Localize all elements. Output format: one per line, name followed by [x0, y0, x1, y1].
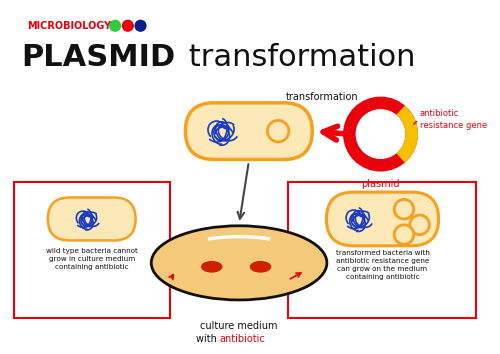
Text: with: with: [196, 334, 220, 344]
Ellipse shape: [162, 256, 316, 297]
Ellipse shape: [151, 226, 327, 300]
Circle shape: [268, 120, 289, 142]
Text: PLASMID: PLASMID: [22, 44, 176, 73]
FancyBboxPatch shape: [326, 192, 438, 246]
Circle shape: [410, 215, 430, 235]
FancyBboxPatch shape: [14, 182, 170, 319]
Text: plasmid: plasmid: [362, 179, 400, 189]
Text: transformed bacteria with
antibiotic resistance gene
can grow on the medium
cont: transformed bacteria with antibiotic res…: [336, 250, 430, 280]
Circle shape: [394, 199, 413, 219]
FancyBboxPatch shape: [48, 198, 136, 240]
Text: wild type bacteria cannot
grow in culture medium
containing antibiotic: wild type bacteria cannot grow in cultur…: [46, 248, 138, 270]
Circle shape: [110, 21, 120, 31]
Text: transformation: transformation: [286, 92, 358, 102]
Circle shape: [122, 21, 133, 31]
Circle shape: [394, 225, 413, 244]
Text: transformation: transformation: [178, 44, 415, 73]
Text: MICROBIOLOGY: MICROBIOLOGY: [28, 21, 112, 31]
Text: antibiotic
resistance gene: antibiotic resistance gene: [420, 109, 487, 130]
Ellipse shape: [250, 261, 272, 273]
Circle shape: [135, 21, 146, 31]
Circle shape: [358, 112, 403, 156]
FancyBboxPatch shape: [186, 103, 312, 159]
FancyBboxPatch shape: [288, 182, 476, 319]
Text: antibiotic: antibiotic: [220, 334, 266, 344]
Ellipse shape: [201, 261, 222, 273]
Text: culture medium: culture medium: [200, 321, 278, 331]
